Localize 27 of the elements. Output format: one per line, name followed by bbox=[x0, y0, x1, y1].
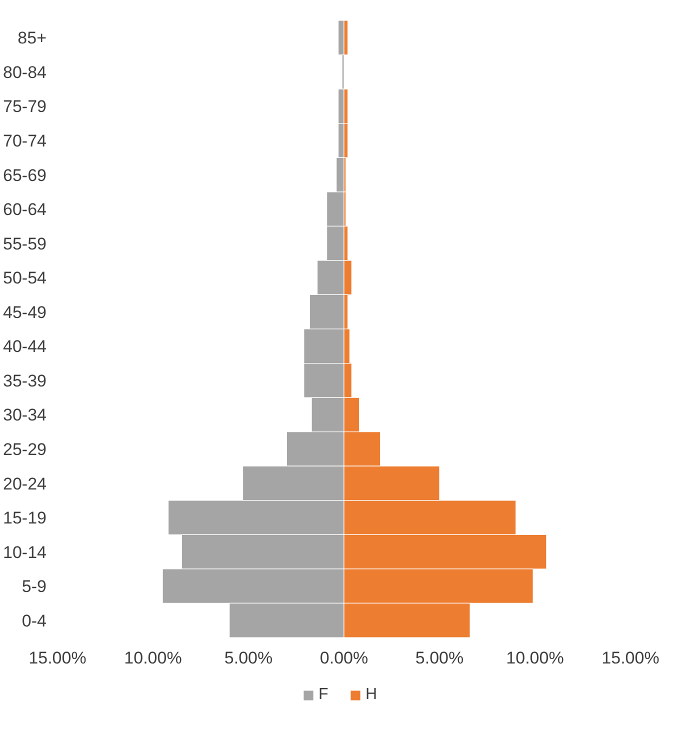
y-tick-label: 10-14 bbox=[3, 542, 47, 562]
x-tick-label: 15.00% bbox=[28, 648, 86, 668]
x-tick-label: 5.00% bbox=[415, 648, 464, 668]
x-tick-label: 0.00% bbox=[320, 648, 368, 668]
y-tick-label: 65-69 bbox=[3, 166, 47, 185]
y-tick-label: 25-29 bbox=[3, 440, 47, 459]
y-tick-label: 85+ bbox=[18, 28, 47, 48]
y-tick-label: 30-34 bbox=[3, 406, 47, 425]
x-tick-label: 15.00% bbox=[602, 648, 660, 668]
y-tick-label: 35-39 bbox=[3, 371, 47, 390]
legend-label: F bbox=[318, 686, 330, 704]
y-tick-label: 55-59 bbox=[3, 234, 47, 254]
y-tick-label: 75-79 bbox=[3, 97, 47, 116]
y-tick-label: 80-84 bbox=[3, 62, 47, 82]
y-tick-label: 15-19 bbox=[3, 508, 47, 528]
x-tick-label: 10.00% bbox=[124, 648, 182, 668]
y-tick-label: 70-74 bbox=[3, 131, 47, 150]
x-tick-label: 10.00% bbox=[506, 648, 564, 668]
y-tick-label: 40-44 bbox=[3, 337, 47, 356]
y-tick-label: 50-54 bbox=[3, 268, 47, 288]
y-tick-label: 60-64 bbox=[3, 200, 47, 220]
y-tick-label: 20-24 bbox=[3, 474, 47, 494]
legend-label: H bbox=[366, 686, 378, 704]
x-tick-label: 5.00% bbox=[224, 648, 273, 668]
y-tick-label: 45-49 bbox=[3, 302, 47, 322]
y-tick-label: 0-4 bbox=[22, 611, 47, 630]
y-tick-label: 5-9 bbox=[22, 577, 47, 596]
